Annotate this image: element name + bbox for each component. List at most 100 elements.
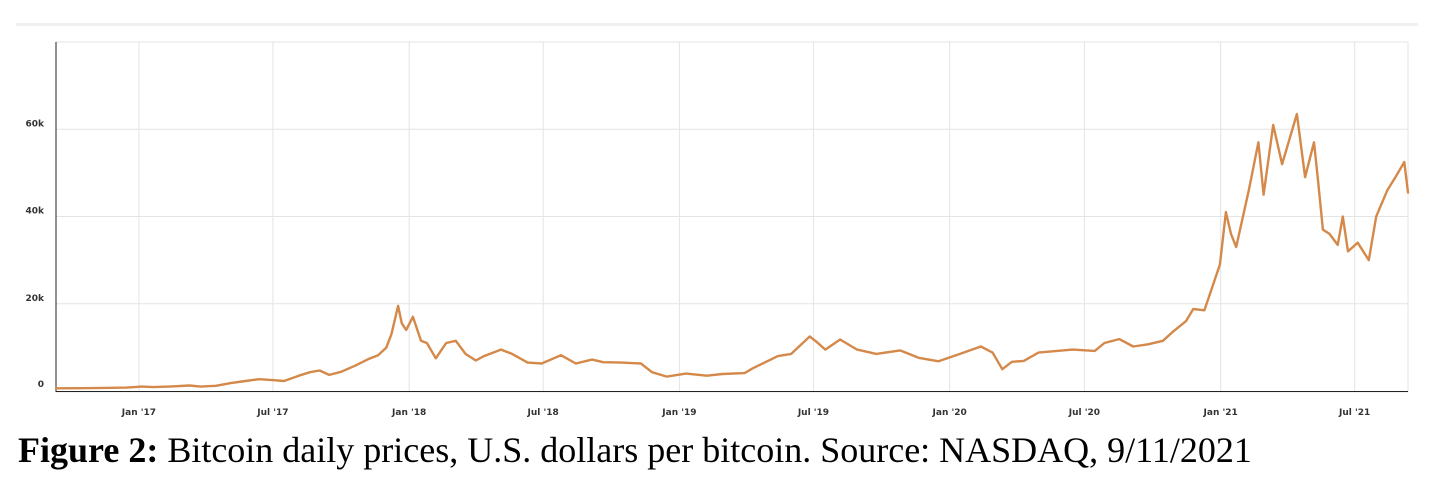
data-point bbox=[328, 374, 330, 376]
x-axis-ticks: Jan '17 Jul '17 Jan '18 Jul '18 Jan '19 Jul '… bbox=[121, 408, 1371, 418]
data-point bbox=[1263, 194, 1265, 196]
horizontal-gridlines bbox=[56, 128, 1408, 305]
data-point bbox=[992, 352, 994, 354]
data-point bbox=[1185, 320, 1187, 322]
data-point bbox=[1347, 250, 1349, 252]
data-point bbox=[527, 362, 529, 364]
data-point bbox=[602, 361, 604, 363]
data-point bbox=[1103, 342, 1105, 344]
data-point bbox=[258, 378, 260, 380]
data-point bbox=[199, 386, 201, 388]
data-point bbox=[1257, 141, 1259, 143]
data-point bbox=[390, 333, 392, 335]
data-point bbox=[899, 349, 901, 351]
bitcoin-price-series-line bbox=[54, 112, 1410, 390]
data-point bbox=[839, 338, 841, 341]
data-point bbox=[1118, 338, 1120, 340]
data-point bbox=[1296, 113, 1298, 115]
data-point bbox=[1313, 141, 1315, 143]
x-tick-label: Jul '21 bbox=[1338, 408, 1370, 418]
data-point bbox=[80, 387, 82, 389]
data-point bbox=[244, 380, 247, 382]
data-point bbox=[1272, 124, 1274, 126]
data-point bbox=[171, 385, 173, 387]
data-point bbox=[938, 360, 940, 362]
data-point bbox=[271, 379, 273, 381]
y-axis-ticks: 0 20k 40k 60k bbox=[25, 119, 45, 390]
data-point bbox=[541, 362, 543, 365]
data-point bbox=[640, 362, 642, 365]
y-tick-label: 60k bbox=[25, 119, 45, 129]
data-point bbox=[188, 384, 190, 387]
x-tick-label: Jan '21 bbox=[1203, 408, 1238, 418]
data-point bbox=[1394, 176, 1396, 178]
data-point bbox=[560, 354, 562, 356]
data-point bbox=[1001, 368, 1003, 370]
data-point bbox=[1357, 242, 1359, 244]
data-point bbox=[309, 371, 311, 373]
data-point bbox=[1337, 244, 1339, 246]
data-point bbox=[455, 340, 457, 342]
data-point bbox=[1304, 176, 1306, 178]
data-point bbox=[752, 367, 754, 369]
data-point bbox=[856, 349, 858, 351]
figure-caption-text: Bitcoin daily prices, U.S. dollars per b… bbox=[167, 430, 1252, 470]
data-point bbox=[103, 387, 105, 389]
data-point bbox=[591, 359, 593, 361]
data-point bbox=[1219, 263, 1221, 266]
data-point bbox=[651, 371, 653, 373]
data-point bbox=[1230, 233, 1232, 235]
figure-caption-label: Figure 2: bbox=[18, 430, 159, 470]
data-point bbox=[918, 357, 920, 359]
x-tick-label: Jan '20 bbox=[932, 408, 967, 418]
data-point bbox=[959, 353, 961, 355]
data-point bbox=[1037, 352, 1040, 354]
data-point bbox=[790, 353, 792, 355]
data-point bbox=[980, 345, 982, 348]
series-points bbox=[55, 113, 1409, 389]
data-point bbox=[1072, 349, 1074, 351]
data-point bbox=[483, 355, 485, 357]
data-point bbox=[1322, 229, 1324, 231]
data-point bbox=[445, 342, 447, 344]
data-point bbox=[283, 380, 285, 382]
data-point bbox=[1403, 161, 1405, 163]
data-point bbox=[621, 362, 623, 364]
data-point bbox=[824, 349, 826, 351]
data-point bbox=[368, 358, 370, 360]
data-point bbox=[685, 373, 687, 375]
data-point bbox=[1162, 340, 1164, 342]
data-point bbox=[1147, 343, 1149, 345]
data-point bbox=[1211, 287, 1213, 290]
data-point bbox=[215, 385, 217, 387]
data-point bbox=[475, 359, 477, 362]
data-point bbox=[744, 372, 746, 374]
x-tick-label: Jul '20 bbox=[1068, 408, 1100, 418]
data-point bbox=[875, 353, 878, 355]
data-point bbox=[1375, 215, 1377, 218]
data-point bbox=[230, 382, 232, 384]
data-point bbox=[1235, 246, 1237, 248]
data-point bbox=[1056, 350, 1058, 352]
data-point bbox=[385, 347, 387, 349]
data-point bbox=[435, 357, 437, 359]
data-point bbox=[1281, 163, 1283, 165]
data-point bbox=[55, 387, 57, 389]
data-point bbox=[511, 353, 513, 355]
data-point bbox=[1317, 176, 1319, 178]
top-bar bbox=[16, 23, 1418, 26]
x-tick-label: Jan '18 bbox=[391, 408, 426, 418]
data-point bbox=[815, 341, 818, 343]
data-point bbox=[1386, 189, 1388, 191]
x-tick-label: Jan '19 bbox=[661, 408, 696, 418]
y-tick-label: 0 bbox=[38, 380, 44, 390]
data-point bbox=[1407, 191, 1409, 194]
data-point bbox=[777, 355, 779, 357]
data-point bbox=[426, 342, 428, 344]
data-point bbox=[152, 386, 154, 388]
data-point bbox=[1342, 215, 1344, 218]
data-point bbox=[721, 373, 724, 375]
data-point bbox=[125, 387, 127, 389]
data-point bbox=[809, 335, 811, 338]
data-point bbox=[575, 362, 577, 365]
